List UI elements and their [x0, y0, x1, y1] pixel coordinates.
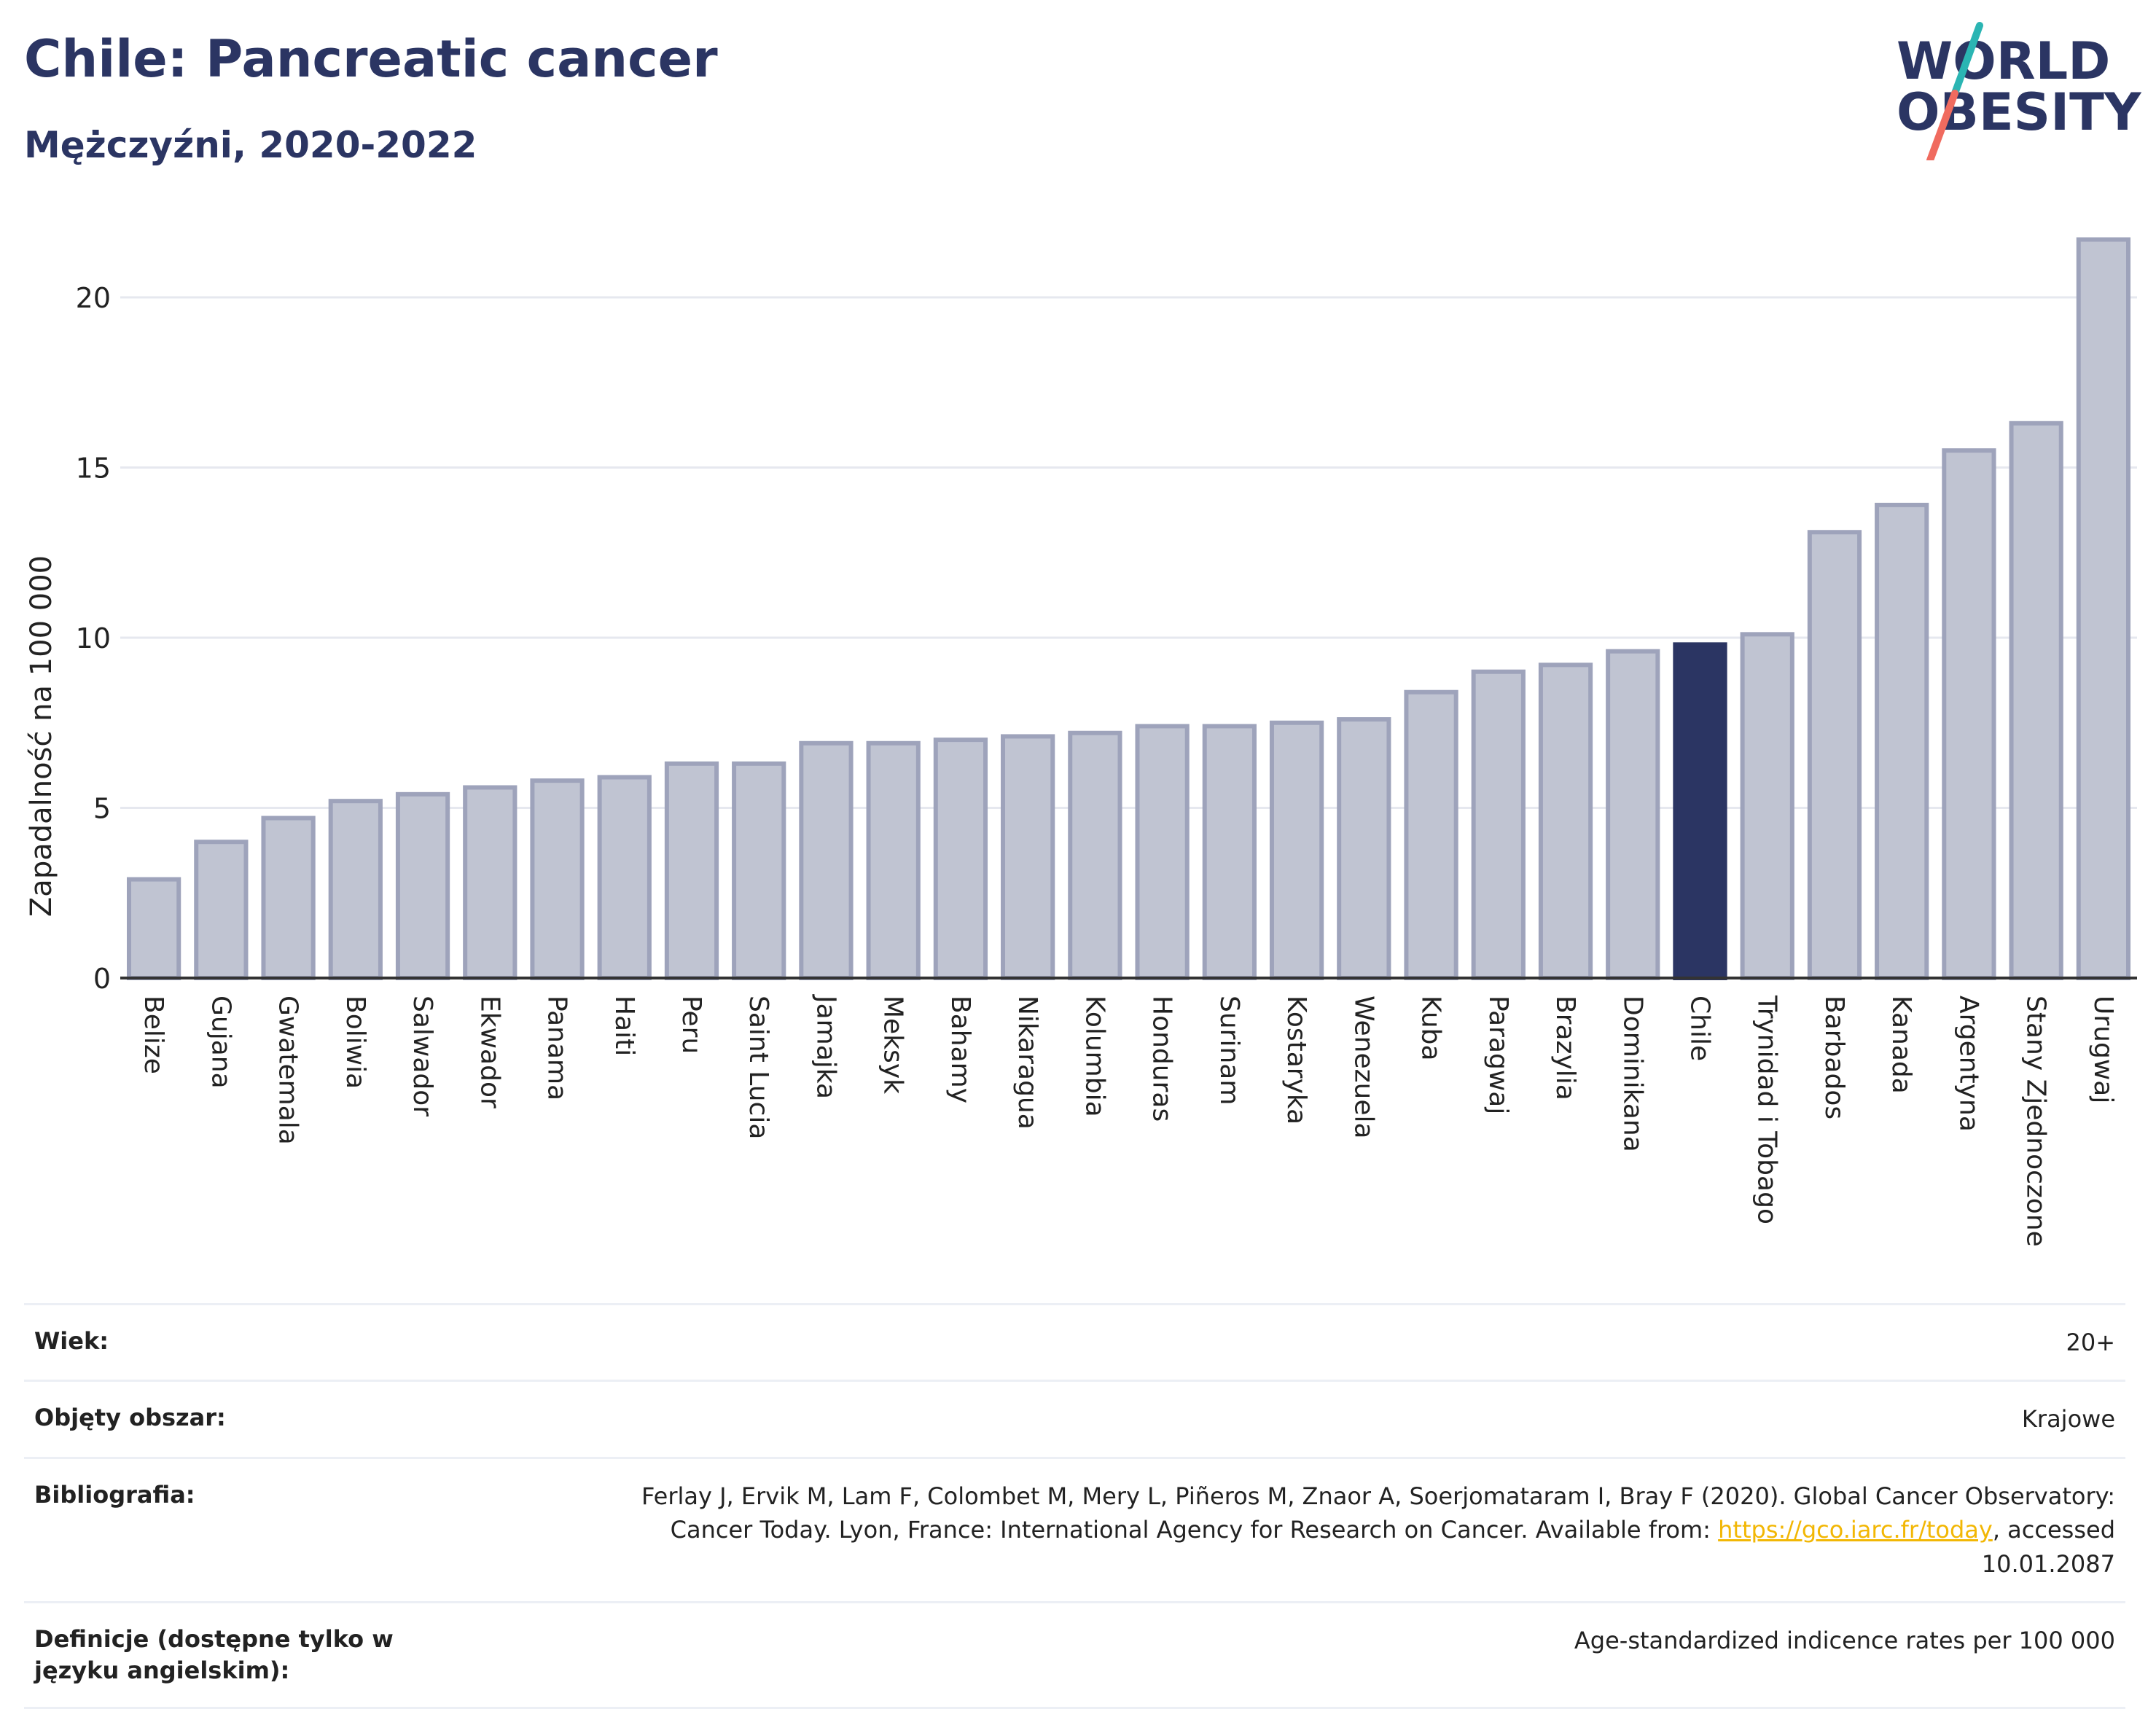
x-tick-label: Kolumbia — [1079, 996, 1109, 1117]
bar-ekwador — [463, 785, 517, 980]
meta-label: Definicje (dostępne tylko w języku angie… — [34, 1624, 394, 1685]
bar-jamajka — [799, 740, 854, 981]
bar-kanada — [1875, 502, 1929, 980]
x-tick-label: Honduras — [1147, 996, 1177, 1122]
x-tick-label: Saint Lucia — [743, 996, 773, 1139]
x-tick-label: Brazylia — [1550, 996, 1580, 1100]
bar-panama — [530, 778, 585, 980]
bars — [126, 237, 2131, 981]
meta-value: Krajowe — [2021, 1405, 2115, 1434]
x-tick-label: Trynidad i Tobago — [1752, 995, 1782, 1224]
bar-kostaryka — [1269, 720, 1324, 980]
meta-value: 20+ — [2066, 1329, 2115, 1356]
bar-paragwaj — [1471, 669, 1526, 980]
x-tick-label: Surinam — [1214, 996, 1244, 1105]
meta-value: Age-standardized indicence rates per 100… — [1574, 1626, 2115, 1654]
logo-world-text: WORLD — [1897, 31, 2110, 91]
world-obesity-logo: WORLD OBESITY — [1897, 22, 2142, 160]
meta-label: Objęty obszar: — [34, 1404, 226, 1432]
x-tick-label: Meksyk — [878, 996, 908, 1094]
bar-haiti — [597, 775, 652, 980]
x-tick-label: Stany Zjednoczone — [2021, 996, 2051, 1247]
y-tick-label: 15 — [76, 453, 111, 485]
meta-value-text: Ferlay J, Ervik M, Lam F, Colombet M, Me… — [641, 1482, 2115, 1544]
y-tick-label: 0 — [93, 963, 111, 995]
bar-stany-zjednoczone — [2009, 421, 2063, 980]
meta-label: Bibliografia: — [34, 1480, 195, 1509]
meta-row: Objęty obszar: Krajowe — [24, 1382, 2125, 1459]
bar-wenezuela — [1337, 717, 1391, 981]
bar-boliwia — [328, 799, 383, 981]
bar-saint-lucia — [732, 761, 786, 981]
meta-row: Definicje (dostępne tylko w języku angie… — [24, 1603, 2125, 1709]
bar-urugwaj — [2076, 237, 2131, 980]
bar-gwatemala — [261, 816, 316, 981]
y-tick-label: 5 — [93, 793, 111, 825]
x-tick-label: Panama — [542, 996, 572, 1100]
y-axis-label: Zapadalność na 100 000 — [25, 555, 58, 917]
bar-salwador — [395, 791, 450, 980]
grid-lines: 0 5 10 15 20 — [76, 282, 2137, 995]
x-tick-label: Belize — [138, 996, 168, 1074]
bar-peru — [664, 761, 719, 981]
bar-barbados — [1807, 530, 1862, 980]
x-tick-label: Bahamy — [945, 996, 975, 1103]
x-tick-label: Argentyna — [1953, 996, 1983, 1132]
meta-label: Wiek: — [34, 1327, 109, 1355]
bar-surinam — [1202, 724, 1257, 980]
y-tick-label: 10 — [76, 622, 111, 654]
x-tick-label: Kostaryka — [1281, 996, 1311, 1125]
x-tick-label: Boliwia — [340, 996, 370, 1089]
x-tick-label: Salwador — [407, 996, 437, 1116]
bar-meksyk — [866, 740, 921, 981]
x-tick-label: Peru — [676, 996, 706, 1054]
bar-bahamy — [933, 738, 988, 980]
bar-kuba — [1404, 689, 1458, 980]
x-tick-label: Barbados — [1819, 996, 1849, 1119]
bar-gujana — [194, 840, 249, 980]
bar-chile — [1673, 642, 1727, 981]
x-tick-label: Chile — [1684, 996, 1714, 1061]
x-tick-label: Nikaragua — [1012, 996, 1042, 1130]
chart-subtitle: Mężczyźni, 2020-2022 — [24, 124, 477, 166]
x-tick-label: Urugwaj — [2088, 996, 2118, 1103]
x-tick-label: Jamajka — [811, 994, 840, 1099]
x-tick-label: Dominikana — [1617, 996, 1647, 1152]
metadata-table: Wiek: 20+ Objęty obszar: Krajowe Bibliografi… — [24, 1303, 2125, 1709]
x-tick-label: Gujana — [206, 996, 235, 1089]
logo-slash-coral — [1926, 90, 1958, 160]
meta-row: Wiek: 20+ — [24, 1305, 2125, 1383]
bar-chart: 0 5 10 15 20 Belize Gujana Gwatemala Boliwia Sal… — [25, 237, 2137, 1247]
meta-value-text: , accessed 10.01.2087 — [1981, 1516, 2115, 1578]
x-tick-label: Kuba — [1416, 996, 1446, 1061]
x-tick-label: Haiti — [609, 996, 639, 1056]
x-tick-label: Paragwaj — [1483, 996, 1513, 1114]
logo-slash-teal — [1951, 22, 1983, 97]
y-tick-label: 20 — [76, 282, 111, 314]
chart-title: Chile: Pancreatic cancer — [24, 29, 718, 89]
x-tick-label: Ekwador — [474, 996, 504, 1108]
meta-row: Bibliografia: Ferlay J, Ervik M, Lam F, C… — [24, 1459, 2125, 1603]
bar-kolumbia — [1068, 730, 1122, 980]
x-tick-label: Wenezuela — [1348, 996, 1378, 1139]
bar-brazylia — [1538, 662, 1593, 980]
bar-dominikana — [1606, 649, 1660, 980]
bar-honduras — [1135, 724, 1190, 980]
bar-nikaragua — [1001, 734, 1055, 980]
meta-value: Ferlay J, Ervik M, Lam F, Colombet M, Me… — [570, 1479, 2115, 1581]
x-tick-labels: Belize Gujana Gwatemala Boliwia Salwador Ekwa… — [138, 994, 2118, 1247]
bar-trynidad-i-tobago — [1740, 632, 1794, 981]
source-link[interactable]: https://gco.iarc.fr/today — [1718, 1516, 1993, 1544]
bar-argentyna — [1942, 448, 1996, 980]
bar-belize — [126, 877, 181, 980]
x-tick-label: Kanada — [1886, 996, 1916, 1094]
x-tick-label: Gwatemala — [273, 996, 303, 1145]
